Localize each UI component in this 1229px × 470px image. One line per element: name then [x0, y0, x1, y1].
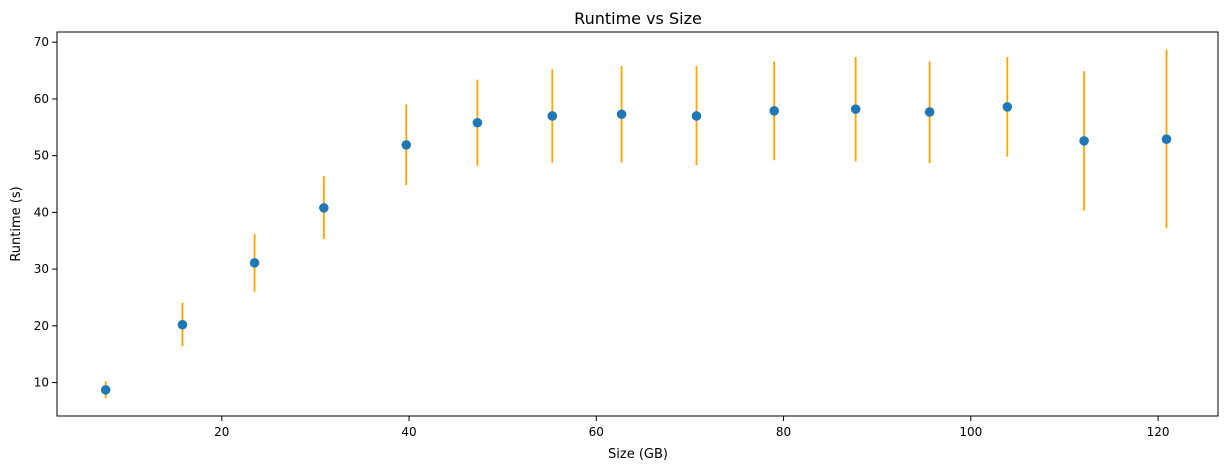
y-tick-label-2: 30	[34, 262, 49, 276]
y-tick-label-0: 10	[34, 376, 49, 390]
y-axis: 10 20 30 40 50 60 70	[34, 35, 57, 390]
data-point-13	[1079, 136, 1089, 146]
y-tick-label-3: 40	[34, 205, 49, 219]
data-point-6	[547, 111, 558, 121]
data-point-0	[100, 385, 111, 395]
plot-area	[100, 49, 1172, 399]
y-tick-label-6: 70	[34, 35, 49, 49]
data-point-8	[691, 111, 702, 121]
y-tick-label-5: 60	[34, 92, 49, 106]
data-point-7	[616, 109, 627, 120]
y-tick-label-4: 50	[34, 149, 49, 163]
x-tick-label-5: 120	[1147, 425, 1170, 439]
data-point-12	[1002, 102, 1013, 112]
data-point-10	[850, 104, 861, 114]
data-point-1	[177, 319, 188, 330]
x-tick-label-1: 40	[401, 425, 416, 439]
data-point-2	[249, 258, 260, 268]
chart-title: Runtime vs Size	[574, 9, 702, 28]
x-tick-label-4: 100	[959, 425, 982, 439]
x-tick-label-0: 20	[214, 425, 229, 439]
x-tick-label-2: 60	[589, 425, 604, 439]
data-point-11	[924, 107, 935, 117]
data-point-5	[472, 117, 483, 128]
x-axis: 20 40 60 80 100 120	[214, 416, 1170, 439]
axes-frame	[56, 31, 1219, 417]
data-point-3	[319, 203, 329, 213]
y-tick-label-1: 20	[34, 319, 49, 333]
data-point-4	[401, 140, 412, 150]
data-point-9	[769, 106, 779, 116]
y-axis-label: Runtime (s)	[9, 186, 24, 261]
x-tick-label-3: 80	[776, 425, 791, 439]
data-point-14	[1161, 134, 1172, 145]
x-axis-label: Size (GB)	[608, 447, 668, 462]
